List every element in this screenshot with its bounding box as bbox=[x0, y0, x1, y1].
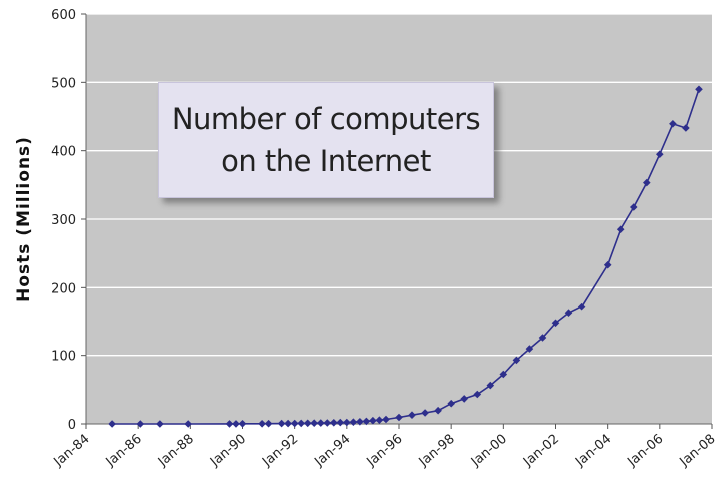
x-tick-label: Jan-90 bbox=[207, 432, 249, 471]
y-tick-label: 500 bbox=[51, 76, 76, 91]
data-point bbox=[395, 413, 403, 422]
data-point bbox=[616, 225, 625, 233]
y-tick-label: 600 bbox=[51, 8, 76, 23]
data-point bbox=[290, 419, 299, 428]
data-point bbox=[499, 370, 508, 379]
data-point bbox=[551, 319, 560, 328]
data-point bbox=[460, 395, 468, 403]
data-point bbox=[277, 419, 286, 428]
data-point bbox=[184, 420, 192, 428]
data-point bbox=[136, 420, 145, 428]
data-point bbox=[643, 178, 651, 187]
data-point bbox=[362, 417, 371, 426]
data-point bbox=[695, 85, 703, 94]
data-point bbox=[316, 419, 325, 427]
data-point bbox=[434, 406, 442, 415]
data-point bbox=[336, 418, 345, 427]
data-point bbox=[258, 420, 266, 428]
x-tick-label: Jan-98 bbox=[416, 432, 458, 471]
data-point bbox=[630, 203, 638, 211]
x-tick-label: Jan-84 bbox=[51, 432, 93, 471]
x-tick-label: Jan-00 bbox=[468, 432, 510, 471]
data-point bbox=[603, 260, 612, 269]
y-tick-label: 100 bbox=[51, 350, 76, 365]
x-tick-label: Jan-86 bbox=[103, 432, 145, 471]
x-tick-label: Jan-06 bbox=[624, 432, 666, 471]
y-tick-label: 0 bbox=[68, 418, 76, 433]
data-points bbox=[108, 85, 703, 428]
data-point bbox=[330, 419, 338, 427]
data-point bbox=[375, 416, 384, 424]
chart-title-line-2: on the Internet bbox=[221, 144, 431, 178]
x-tick-label: Jan-02 bbox=[520, 432, 562, 471]
data-point bbox=[225, 420, 234, 428]
data-point bbox=[486, 381, 495, 390]
x-tick-label: Jan-04 bbox=[572, 432, 614, 471]
data-point bbox=[232, 420, 240, 428]
x-tick-label: Jan-96 bbox=[364, 432, 406, 471]
data-point bbox=[577, 302, 586, 311]
data-point bbox=[564, 309, 573, 317]
x-tick-label: Jan-92 bbox=[259, 432, 301, 471]
data-point bbox=[512, 356, 521, 365]
data-point bbox=[323, 419, 332, 427]
x-tick-label: Jan-08 bbox=[677, 432, 719, 471]
y-axis-ticks: 0 100 200 300 400 500 600 bbox=[51, 8, 86, 433]
data-point bbox=[238, 420, 247, 428]
data-point bbox=[108, 420, 116, 428]
data-point bbox=[538, 334, 547, 342]
chart-title-line-1: Number of computers bbox=[171, 101, 481, 136]
data-point bbox=[264, 419, 273, 428]
data-point bbox=[408, 411, 416, 419]
x-axis-ticks: Jan-84 Jan-86 Jan-88 Jan-90 Jan-92 Jan-94 Jan-… bbox=[51, 424, 719, 470]
data-point bbox=[447, 399, 455, 408]
data-point bbox=[356, 418, 364, 426]
chart-title: Number of computers on the Internet bbox=[158, 82, 494, 198]
y-tick-label: 300 bbox=[51, 213, 76, 228]
data-point bbox=[349, 418, 358, 426]
data-point bbox=[656, 150, 664, 158]
x-tick-label: Jan-88 bbox=[155, 432, 197, 471]
data-point bbox=[284, 419, 292, 428]
y-tick-label: 400 bbox=[51, 145, 76, 160]
data-point bbox=[525, 345, 534, 353]
data-point bbox=[669, 120, 677, 128]
x-tick-label: Jan-94 bbox=[311, 432, 353, 471]
data-point bbox=[382, 415, 390, 424]
data-point bbox=[421, 409, 429, 417]
data-point bbox=[156, 420, 164, 428]
data-point bbox=[343, 418, 351, 427]
data-point bbox=[310, 419, 318, 427]
data-point bbox=[369, 416, 377, 425]
data-point bbox=[473, 390, 482, 399]
data-point bbox=[682, 124, 690, 132]
y-tick-label: 200 bbox=[51, 281, 76, 296]
data-point bbox=[303, 419, 312, 428]
y-axis-label: Hosts (Millions) bbox=[14, 136, 34, 302]
data-point bbox=[297, 419, 305, 428]
